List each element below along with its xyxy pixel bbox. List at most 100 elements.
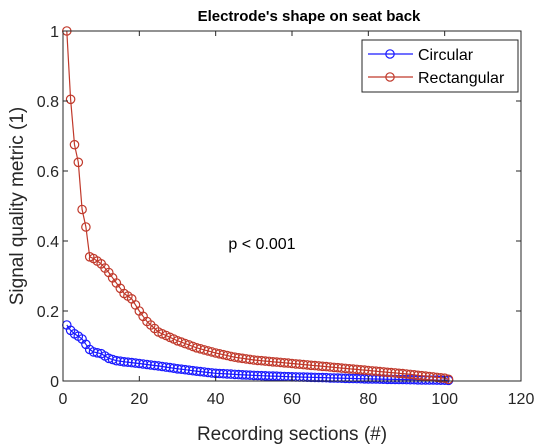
data-point-rectangular <box>275 357 286 368</box>
data-point-circular <box>371 374 381 384</box>
data-point-circular <box>191 366 202 376</box>
data-point-rectangular <box>230 352 240 362</box>
data-point-rectangular <box>394 368 404 379</box>
data-point-circular <box>222 369 232 379</box>
data-point-circular <box>146 360 156 370</box>
legend-label-circular: Circular <box>418 47 474 64</box>
p-value-annotation: p < 0.001 <box>228 236 295 253</box>
data-point-rectangular <box>69 139 80 150</box>
x-tick-label: 60 <box>283 391 301 408</box>
data-point-circular <box>325 373 335 383</box>
data-point-rectangular <box>260 356 271 366</box>
data-point-rectangular <box>397 368 408 379</box>
legend-marker-circular <box>385 49 395 59</box>
y-tick-label: 0.4 <box>37 234 59 251</box>
data-point-rectangular <box>439 373 450 383</box>
data-point-circular <box>233 369 244 380</box>
data-point-rectangular <box>268 356 278 367</box>
data-point-rectangular <box>352 364 362 375</box>
data-point-rectangular <box>359 365 370 375</box>
data-point-circular <box>271 371 282 381</box>
data-point-rectangular <box>348 364 358 374</box>
data-point-rectangular <box>241 354 251 364</box>
legend-marker-rectangular <box>385 72 395 82</box>
data-point-circular <box>226 369 236 379</box>
data-point-circular <box>336 373 347 383</box>
data-point-rectangular <box>233 352 244 363</box>
data-point-rectangular <box>378 367 389 377</box>
x-tick-label: 120 <box>508 391 535 408</box>
data-point-rectangular <box>363 365 374 376</box>
data-point-circular <box>260 370 271 381</box>
data-point-circular <box>310 372 320 383</box>
data-point-circular <box>317 372 328 383</box>
x-axis-label: Recording sections (#) <box>197 424 387 445</box>
y-tick-label: 1 <box>50 24 59 41</box>
data-point-rectangular <box>81 222 91 232</box>
legend: Circular Rectangular <box>361 39 519 93</box>
data-point-rectangular <box>409 369 419 380</box>
data-point-circular <box>348 373 358 384</box>
data-point-circular <box>203 367 213 378</box>
data-point-rectangular <box>329 362 339 373</box>
data-point-rectangular <box>302 360 313 370</box>
x-tick-label: 20 <box>130 391 148 408</box>
data-point-circular <box>138 359 148 369</box>
data-point-rectangular <box>374 366 385 377</box>
data-point-rectangular <box>405 369 416 380</box>
data-point-rectangular <box>77 204 87 215</box>
data-point-circular <box>329 373 339 383</box>
data-point-rectangular <box>310 360 320 371</box>
data-point-rectangular <box>287 358 297 369</box>
data-point-circular <box>340 373 351 384</box>
data-point-circular <box>168 363 179 373</box>
data-point-rectangular <box>298 359 309 370</box>
data-point-circular <box>256 370 267 381</box>
data-point-rectangular <box>390 368 400 378</box>
data-point-circular <box>237 369 248 380</box>
data-point-rectangular <box>321 361 332 372</box>
data-point-rectangular <box>73 157 84 168</box>
legend-box <box>361 39 519 93</box>
data-point-circular <box>165 362 175 373</box>
x-tick-label: 40 <box>207 391 225 408</box>
series-rectangular <box>62 26 454 385</box>
data-point-circular <box>245 370 255 380</box>
data-point-rectangular <box>256 355 267 366</box>
data-point-circular <box>142 359 152 370</box>
data-point-circular <box>264 371 274 381</box>
data-point-rectangular <box>252 355 263 366</box>
data-point-rectangular <box>317 361 328 372</box>
data-point-circular <box>249 370 259 381</box>
data-point-rectangular <box>245 354 255 365</box>
data-point-rectangular <box>386 367 396 378</box>
data-point-circular <box>230 369 240 380</box>
data-point-circular <box>199 367 209 377</box>
data-point-rectangular <box>416 370 427 381</box>
data-point-rectangular <box>432 372 442 383</box>
data-point-rectangular <box>420 371 431 381</box>
data-point-circular <box>214 368 225 379</box>
data-point-circular <box>176 364 187 374</box>
data-point-circular <box>207 368 217 378</box>
data-point-rectangular <box>313 361 324 371</box>
y-tick-label: 0 <box>50 374 59 391</box>
data-point-rectangular <box>371 366 381 376</box>
data-point-rectangular <box>294 359 305 369</box>
data-point-circular <box>172 363 183 374</box>
x-tick-label: 0 <box>59 391 68 408</box>
plot-series-layer <box>62 26 454 386</box>
data-point-rectangular <box>283 358 293 368</box>
data-point-circular <box>313 372 324 383</box>
data-point-rectangular <box>249 355 259 365</box>
y-axis-label: Signal quality metric (1) <box>7 107 28 306</box>
data-point-rectangular <box>340 363 351 374</box>
data-point-circular <box>180 364 190 375</box>
data-point-rectangular <box>325 362 335 372</box>
y-tick-label: 0.8 <box>37 94 59 111</box>
data-point-circular <box>184 365 194 375</box>
chart-title: Electrode's shape on seat back <box>198 8 421 25</box>
data-point-rectangular <box>279 357 290 368</box>
y-tick-label: 0.6 <box>37 164 59 181</box>
